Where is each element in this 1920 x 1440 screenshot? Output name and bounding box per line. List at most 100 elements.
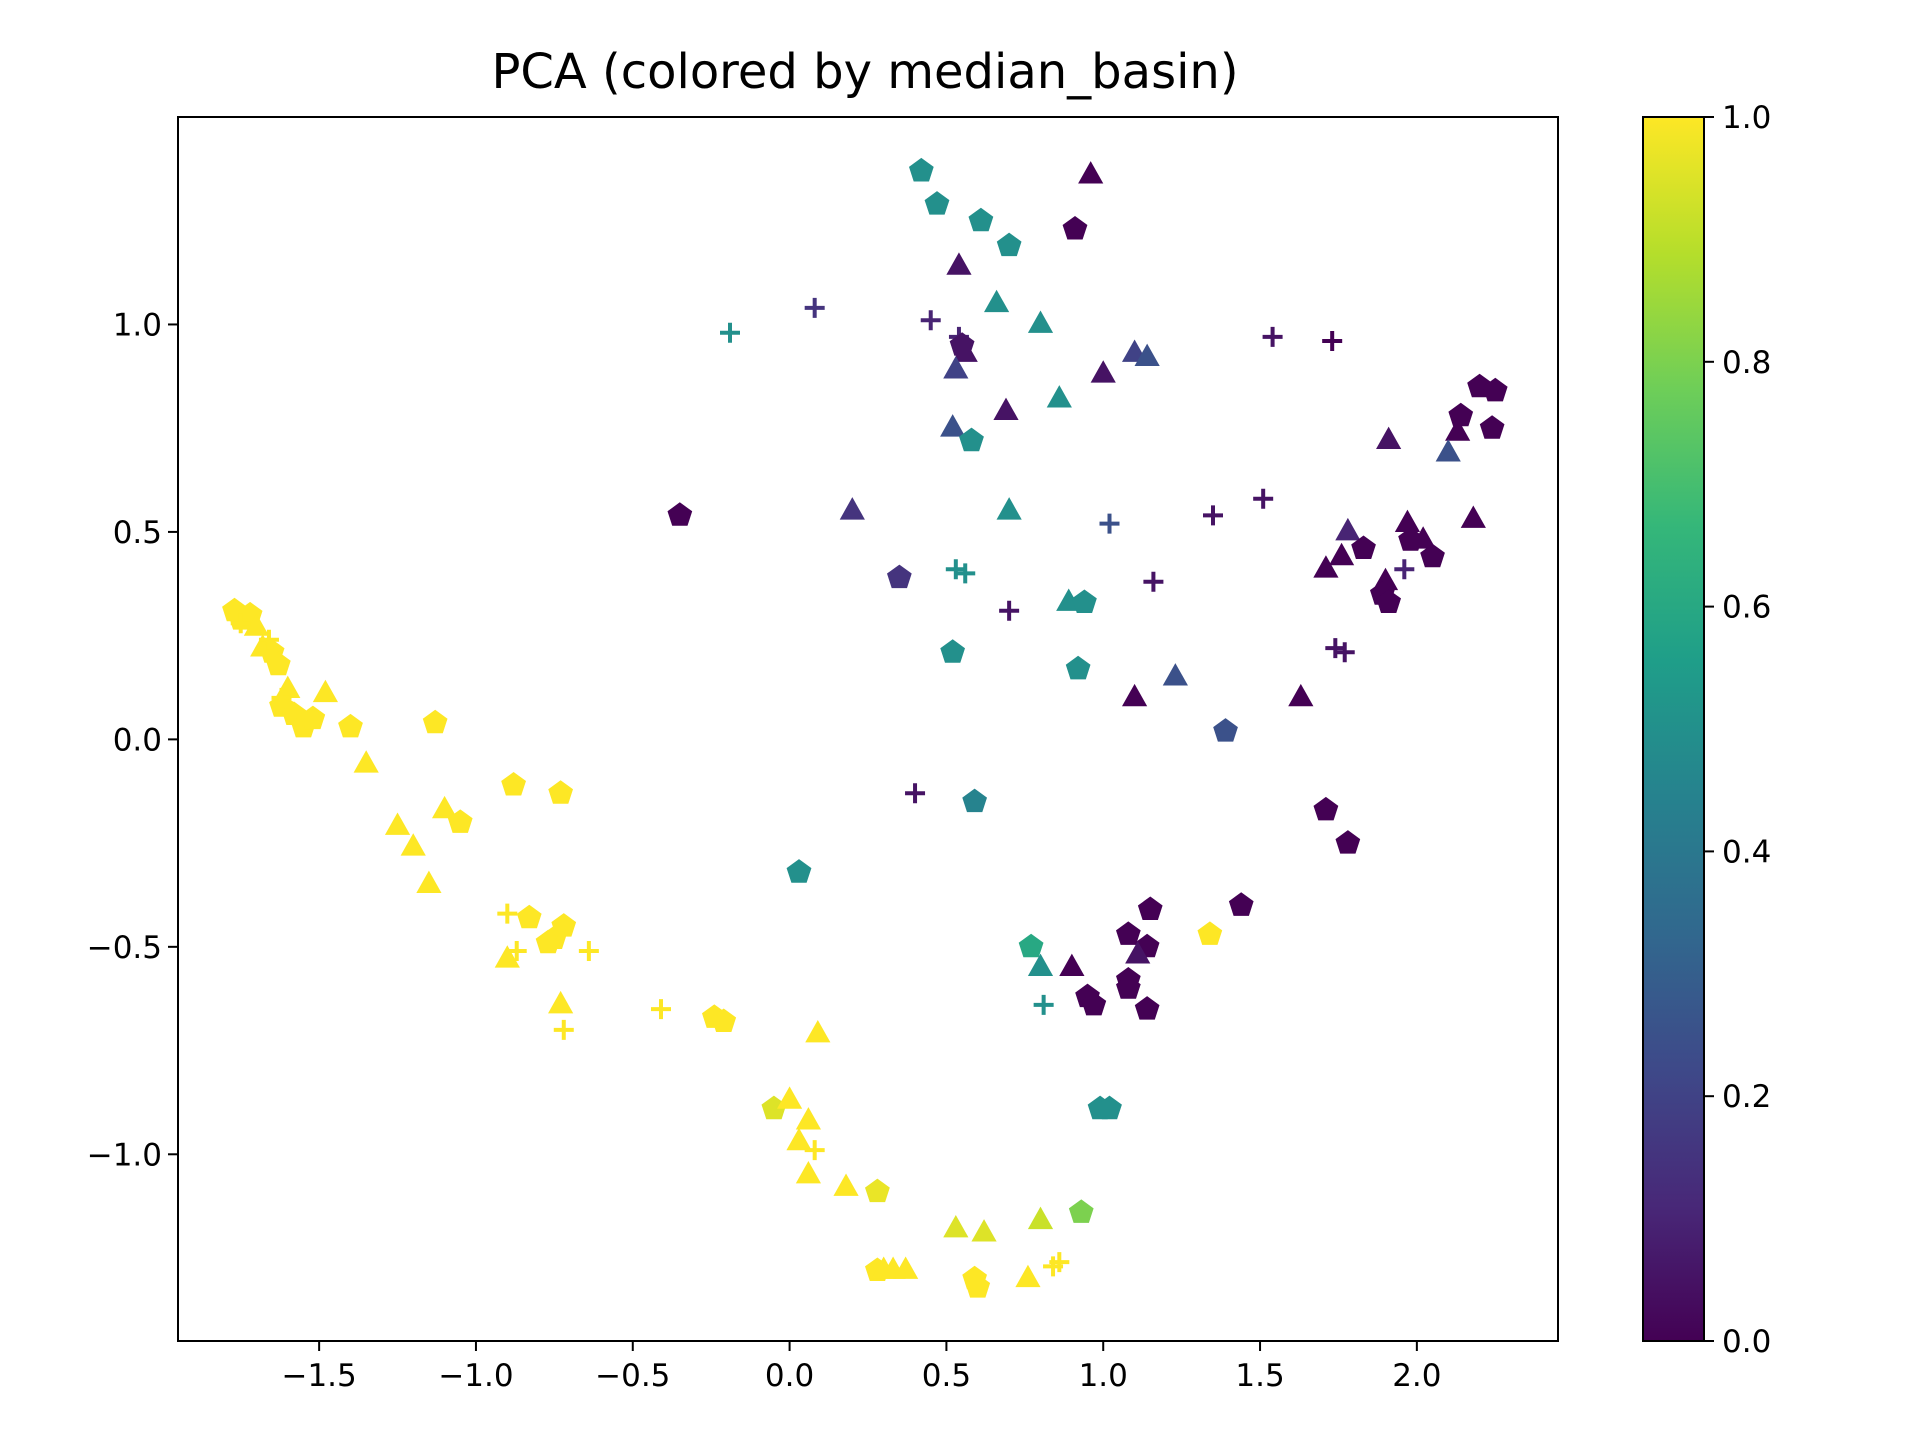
- data-point-triangle: [1460, 505, 1486, 528]
- data-point-triangle: [805, 1019, 831, 1043]
- data-point-triangle: [431, 795, 458, 819]
- data-point-triangle: [940, 414, 966, 437]
- data-point-triangle: [1328, 542, 1355, 566]
- data-point-plus: [1033, 994, 1054, 1015]
- y-axis: −1.0 −0.5 0.0 0.5 1.0: [87, 307, 178, 1173]
- data-point-triangle: [996, 497, 1022, 520]
- data-point-plus: [1253, 488, 1274, 509]
- data-point-triangle: [243, 613, 270, 636]
- data-point-plus: [1394, 559, 1415, 580]
- plot-area: −1.5 −1.0 −0.5 0.0 0.5 1.0 1.5 2.0 −1.0 −0.5 0.0 0…: [87, 116, 1559, 1394]
- data-point-pentagon: [962, 788, 987, 813]
- data-point-pentagon: [786, 859, 812, 883]
- data-point-triangle: [993, 397, 1019, 420]
- data-point-triangle: [833, 1173, 859, 1196]
- axes-frame: [177, 116, 1559, 1342]
- data-point-triangle: [416, 870, 442, 893]
- data-point-triangle: [1445, 418, 1471, 441]
- data-point-triangle: [1376, 426, 1402, 450]
- data-point-plus: [945, 559, 966, 580]
- colorbar-ticks: 0.0 0.2 0.4 0.6 0.8 1.0: [1704, 100, 1771, 1360]
- data-point-pentagon: [422, 709, 448, 734]
- x-tick-label: −0.5: [595, 1358, 670, 1394]
- data-point-pentagon: [1313, 796, 1339, 821]
- data-point-pentagon: [516, 904, 542, 929]
- data-point-triangle: [1027, 310, 1054, 333]
- data-point-plus: [1049, 1252, 1070, 1273]
- data-point-pentagon: [266, 651, 291, 676]
- data-point-pentagon: [761, 1095, 787, 1120]
- data-point-triangle: [776, 1086, 803, 1109]
- data-point-plus: [651, 999, 671, 1020]
- data-point-triangle: [1134, 343, 1160, 367]
- data-point-plus: [905, 783, 926, 804]
- data-point-triangle: [1015, 1264, 1041, 1288]
- data-point-plus: [920, 310, 941, 331]
- x-tick-label: −1.5: [281, 1358, 356, 1394]
- data-point-plus: [999, 600, 1020, 621]
- data-point-pentagon: [965, 1274, 991, 1298]
- x-tick-label: 0.5: [922, 1358, 971, 1394]
- data-point-triangle: [983, 289, 1010, 313]
- x-tick-label: 2.0: [1392, 1358, 1441, 1394]
- data-point-plus: [1325, 638, 1346, 659]
- points-layer: [222, 157, 1508, 1298]
- data-point-triangle: [943, 356, 969, 379]
- y-tick-label: 0.0: [113, 722, 162, 758]
- data-point-triangle: [1078, 161, 1104, 184]
- colorbar-tick-label: 0.2: [1722, 1079, 1771, 1115]
- data-point-triangle: [1394, 509, 1421, 533]
- data-point-triangle: [275, 675, 301, 698]
- data-point-pentagon: [1062, 216, 1088, 240]
- data-point-triangle: [400, 833, 426, 856]
- data-point-triangle: [1059, 953, 1085, 976]
- data-point-triangle: [1435, 439, 1461, 462]
- y-tick-label: −1.0: [87, 1137, 162, 1173]
- data-point-triangle: [971, 1219, 997, 1242]
- colorbar-gradient: [1643, 117, 1704, 1341]
- data-point-plus: [804, 1140, 825, 1161]
- data-point-triangle: [1125, 941, 1151, 964]
- data-point-pentagon: [667, 502, 693, 526]
- data-point-triangle: [946, 252, 972, 275]
- data-point-plus: [1143, 571, 1164, 592]
- data-point-triangle: [1313, 555, 1339, 578]
- data-point-plus: [230, 613, 251, 634]
- data-point-triangle: [353, 750, 379, 773]
- data-point-plus: [720, 322, 740, 343]
- x-tick-label: 1.0: [1079, 1358, 1128, 1394]
- data-point-plus: [578, 940, 599, 961]
- data-point-pentagon: [1420, 543, 1445, 568]
- y-tick-label: −0.5: [87, 930, 162, 966]
- data-point-triangle: [795, 1161, 822, 1184]
- data-point-pentagon: [1116, 975, 1141, 999]
- data-point-pentagon: [1116, 921, 1141, 945]
- colorbar-frame: [1642, 116, 1705, 1342]
- data-point-pentagon: [1137, 896, 1163, 920]
- data-point-pentagon: [1351, 535, 1376, 559]
- data-point-pentagon: [940, 639, 965, 663]
- data-point-pentagon: [1228, 892, 1254, 916]
- data-point-pentagon: [1081, 991, 1107, 1016]
- data-point-plus: [955, 563, 976, 584]
- colorbar-tick-label: 1.0: [1722, 100, 1771, 136]
- data-point-triangle: [795, 1107, 822, 1130]
- data-point-pentagon: [1482, 377, 1508, 402]
- data-point-triangle: [952, 339, 978, 362]
- data-point-plus: [1322, 331, 1343, 352]
- data-point-pentagon: [968, 207, 994, 232]
- data-point-triangle: [1335, 517, 1361, 541]
- data-point-pentagon: [1072, 589, 1097, 613]
- data-point-triangle: [384, 812, 411, 835]
- data-point-triangle: [1027, 1206, 1054, 1230]
- y-tick-label: 0.5: [113, 515, 162, 551]
- data-point-pentagon: [447, 809, 473, 833]
- data-point-triangle: [1027, 953, 1054, 976]
- data-point-pentagon: [909, 157, 934, 182]
- data-point-triangle: [312, 679, 339, 703]
- colorbar: 0.0 0.2 0.4 0.6 0.8 1.0: [1642, 100, 1771, 1360]
- x-axis: −1.5 −1.0 −0.5 0.0 0.5 1.0 1.5 2.0: [281, 1341, 1442, 1394]
- data-point-pentagon: [996, 232, 1022, 257]
- data-point-plus: [1099, 513, 1120, 534]
